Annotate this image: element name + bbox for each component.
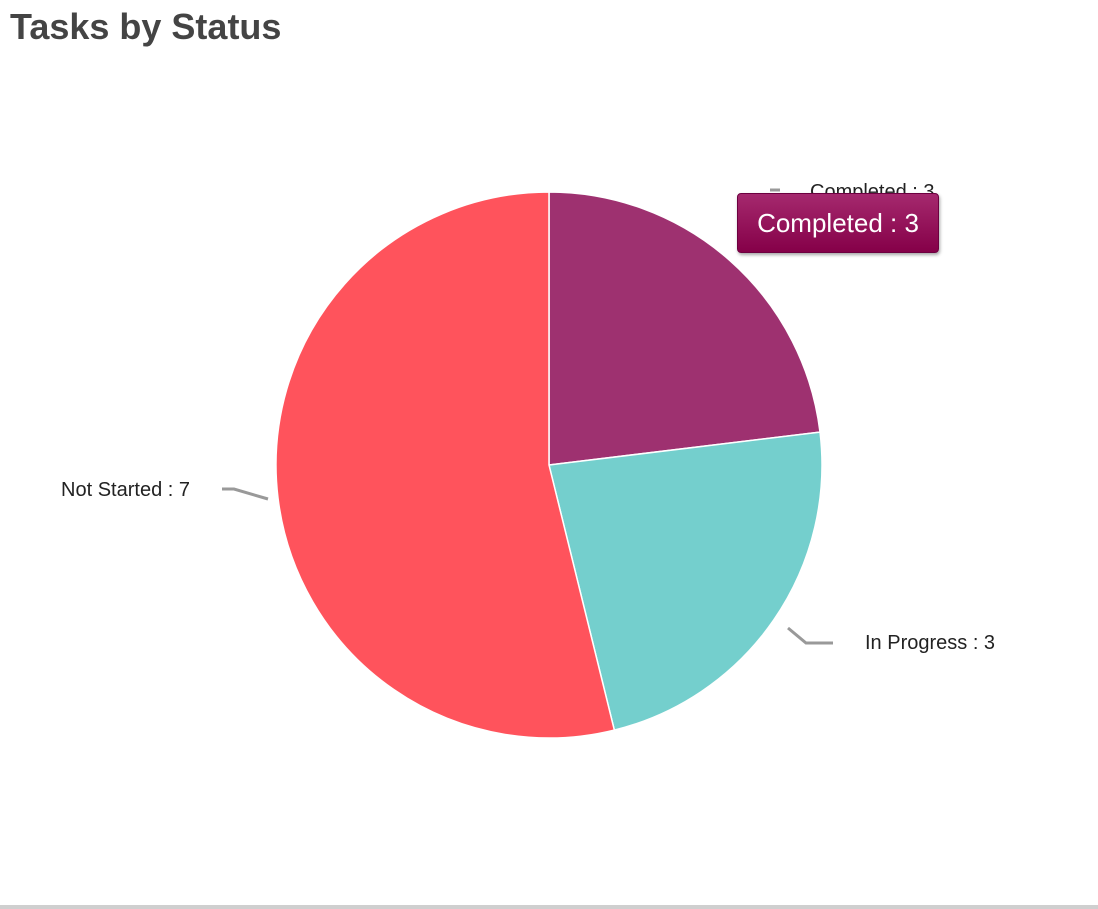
pie-slices	[275, 191, 823, 739]
slice-label-not-started: Not Started : 7	[61, 479, 190, 501]
bottom-divider	[0, 905, 1098, 909]
pie-slice-completed[interactable]	[548, 191, 821, 466]
chart-title: Tasks by Status	[10, 6, 282, 47]
slice-tooltip: Completed : 3	[737, 193, 939, 253]
connector-not-started	[222, 487, 269, 501]
pie-slice-in-progress[interactable]	[548, 431, 823, 731]
connector-in-progress	[787, 626, 833, 645]
label-connectors	[222, 188, 833, 645]
slice-label-in-progress: In Progress : 3	[865, 632, 995, 654]
pie-slice-not-started[interactable]	[275, 191, 616, 739]
